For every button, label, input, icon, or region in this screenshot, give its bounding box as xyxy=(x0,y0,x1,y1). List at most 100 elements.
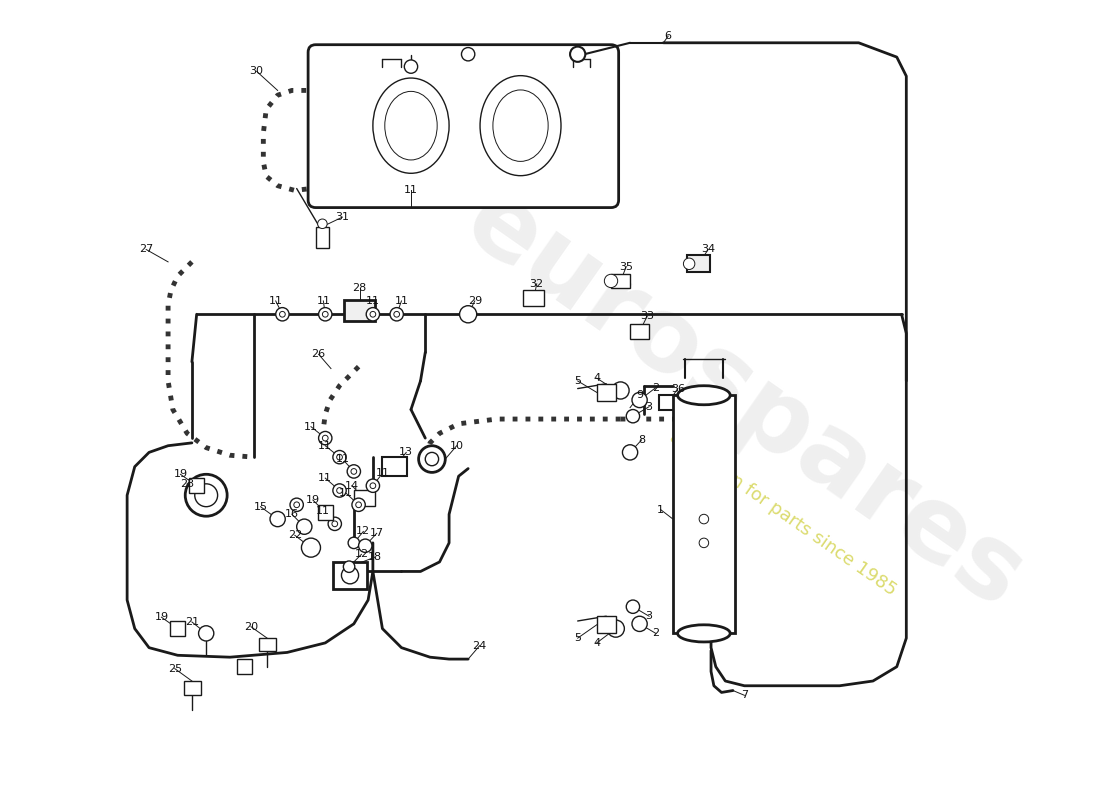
Text: 8: 8 xyxy=(638,435,645,445)
Ellipse shape xyxy=(678,386,730,405)
Circle shape xyxy=(352,498,365,511)
Circle shape xyxy=(319,308,332,321)
Text: 11: 11 xyxy=(318,473,332,483)
Text: 19: 19 xyxy=(174,470,187,479)
Circle shape xyxy=(341,566,359,584)
Text: 36: 36 xyxy=(671,383,684,394)
Circle shape xyxy=(359,539,372,553)
Text: 3: 3 xyxy=(646,402,652,412)
Circle shape xyxy=(322,435,328,441)
Circle shape xyxy=(333,450,346,464)
Text: 27: 27 xyxy=(139,245,153,254)
Bar xyxy=(688,255,711,272)
Circle shape xyxy=(332,521,338,526)
Bar xyxy=(659,395,678,410)
Text: 11: 11 xyxy=(366,296,379,306)
Ellipse shape xyxy=(678,625,730,642)
Bar xyxy=(610,274,630,287)
Circle shape xyxy=(683,258,695,270)
Text: a passion for parts since 1985: a passion for parts since 1985 xyxy=(666,429,900,600)
Circle shape xyxy=(700,514,708,524)
Circle shape xyxy=(426,452,439,466)
Text: 20: 20 xyxy=(244,622,258,632)
Bar xyxy=(236,659,252,674)
Circle shape xyxy=(390,308,404,321)
Text: 23: 23 xyxy=(180,479,195,489)
Text: 15: 15 xyxy=(253,502,267,512)
Text: 9: 9 xyxy=(636,390,644,400)
Circle shape xyxy=(270,511,285,526)
Bar xyxy=(185,681,201,695)
Text: 31: 31 xyxy=(336,212,350,222)
Text: 12: 12 xyxy=(354,550,368,559)
Bar xyxy=(673,395,735,634)
Circle shape xyxy=(328,517,341,530)
Circle shape xyxy=(607,620,625,637)
Circle shape xyxy=(366,479,379,492)
Circle shape xyxy=(623,445,638,460)
Circle shape xyxy=(294,502,299,508)
Circle shape xyxy=(348,537,360,549)
Text: 18: 18 xyxy=(367,552,382,562)
Circle shape xyxy=(351,469,356,474)
Circle shape xyxy=(297,519,312,534)
Bar xyxy=(258,638,276,651)
Circle shape xyxy=(626,600,639,614)
Circle shape xyxy=(185,474,227,516)
Circle shape xyxy=(279,311,285,317)
Text: 19: 19 xyxy=(306,495,320,505)
Text: 5: 5 xyxy=(574,633,581,643)
Text: 11: 11 xyxy=(336,454,350,464)
Text: 4: 4 xyxy=(593,638,601,648)
Text: 16: 16 xyxy=(285,510,299,519)
Circle shape xyxy=(632,392,647,408)
Bar xyxy=(318,505,333,520)
Text: 25: 25 xyxy=(167,664,182,674)
Text: 3: 3 xyxy=(646,611,652,622)
Bar xyxy=(344,300,375,321)
Circle shape xyxy=(394,311,399,317)
Circle shape xyxy=(370,483,376,489)
Circle shape xyxy=(276,308,289,321)
Text: 28: 28 xyxy=(352,282,366,293)
Text: 2: 2 xyxy=(652,628,659,638)
Circle shape xyxy=(333,484,346,497)
Bar xyxy=(189,478,205,494)
FancyBboxPatch shape xyxy=(308,45,618,207)
Text: 6: 6 xyxy=(664,31,672,41)
Circle shape xyxy=(319,431,332,445)
Bar xyxy=(383,457,407,476)
Circle shape xyxy=(337,488,342,494)
Text: 11: 11 xyxy=(317,296,330,306)
Circle shape xyxy=(570,46,585,62)
Circle shape xyxy=(632,616,647,631)
Text: 11: 11 xyxy=(339,488,353,498)
Circle shape xyxy=(612,382,629,399)
Bar xyxy=(170,621,185,636)
Text: 32: 32 xyxy=(530,278,543,289)
Bar xyxy=(630,324,649,339)
Circle shape xyxy=(348,465,361,478)
Text: 11: 11 xyxy=(316,506,329,517)
Text: 24: 24 xyxy=(472,641,486,650)
Text: 14: 14 xyxy=(345,481,359,490)
Text: 5: 5 xyxy=(574,376,581,386)
Text: 22: 22 xyxy=(287,530,301,540)
Bar xyxy=(333,562,367,589)
Circle shape xyxy=(405,60,418,74)
Text: 11: 11 xyxy=(304,422,318,432)
Text: 11: 11 xyxy=(318,441,332,450)
Bar xyxy=(316,226,329,247)
Text: 29: 29 xyxy=(468,296,482,306)
Ellipse shape xyxy=(480,76,561,176)
Text: 11: 11 xyxy=(375,468,389,478)
Text: 11: 11 xyxy=(395,296,408,306)
Text: 13: 13 xyxy=(399,447,414,458)
Circle shape xyxy=(626,410,639,423)
Text: 33: 33 xyxy=(640,311,654,321)
Text: 26: 26 xyxy=(311,350,326,359)
Text: 1: 1 xyxy=(657,505,664,514)
Bar xyxy=(354,490,375,506)
Circle shape xyxy=(366,308,379,321)
Text: 4: 4 xyxy=(593,373,601,383)
